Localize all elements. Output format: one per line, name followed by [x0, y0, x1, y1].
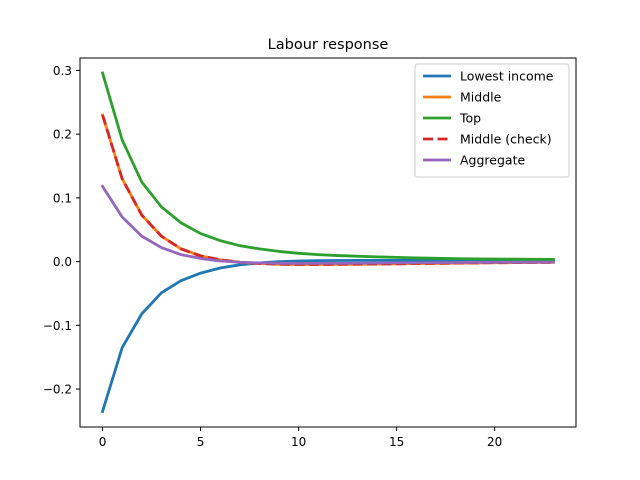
- series-layer: [100, 71, 555, 414]
- series-line-4: [100, 184, 555, 265]
- x-tick-label-3: 15: [389, 435, 404, 449]
- legend: Lowest income Middle Top Middle (check) Aggr…: [414, 63, 570, 178]
- chart-title: Labour response: [268, 37, 389, 53]
- y-tick-label-1: −0.1: [43, 319, 72, 333]
- axes: 0 5 10 15 20 −0.2 −0.1 0.0 0.1 0.2 0.3: [43, 57, 577, 449]
- x-tick-label-0: 0: [99, 435, 107, 449]
- legend-label-1: Middle: [460, 90, 502, 105]
- series-line-2: [100, 71, 555, 261]
- x-tick-label-4: 20: [487, 435, 502, 449]
- y-tick-label-3: 0.1: [53, 191, 72, 205]
- legend-label-2: Top: [459, 111, 481, 126]
- y-tick-label-0: −0.2: [43, 383, 72, 397]
- y-tick-label-2: 0.0: [53, 255, 72, 269]
- y-tick-label-4: 0.2: [53, 128, 72, 142]
- x-tick-label-1: 5: [197, 435, 205, 449]
- series-line-0: [100, 258, 555, 414]
- plot-frame: [79, 57, 577, 428]
- legend-label-3: Middle (check): [460, 132, 552, 147]
- legend-label-0: Lowest income: [460, 69, 554, 84]
- x-tick-label-2: 10: [291, 435, 306, 449]
- legend-box: [414, 63, 570, 178]
- legend-label-4: Aggregate: [460, 153, 525, 168]
- y-tick-label-5: 0.3: [53, 64, 72, 78]
